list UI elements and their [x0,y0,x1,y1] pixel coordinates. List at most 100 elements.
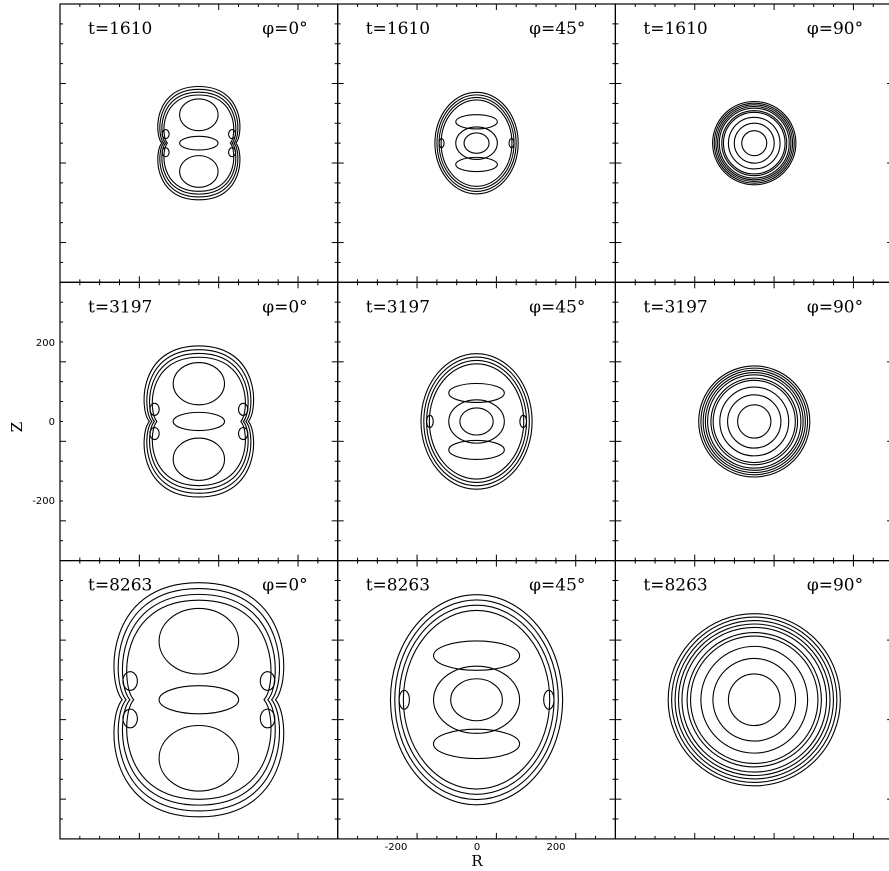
contour-line [163,94,235,192]
contour-line [508,138,515,149]
contour-line [543,689,555,710]
time-label: t=8263 [643,576,707,596]
contour-line [717,105,792,181]
phi-label: φ=90° [807,297,863,317]
contour-line [448,439,505,460]
contour-line [394,599,559,801]
contour-line [715,104,794,183]
contour-line [237,426,249,441]
contour-line [727,673,781,727]
contour-line [741,130,768,157]
contour-line [228,147,237,158]
contour-line [719,386,790,457]
contour-panel: t=1610 φ=45° [337,3,617,283]
panel-frame [337,3,617,283]
contour-line [718,107,790,179]
y-tick-label: -200 [32,496,55,507]
contour-line [161,129,170,140]
contour-panel: t=8263 φ=0° [59,559,339,840]
contour-line [698,365,811,478]
time-label: t=1610 [643,19,707,39]
phi-label: φ=90° [807,19,863,39]
contour-line [463,132,490,154]
contour-line [151,356,246,487]
contour-line [700,645,809,754]
contour-line [117,587,280,812]
contour-line [704,372,804,471]
contour-line [426,414,434,429]
contour-line [733,122,775,164]
panel-frame [614,3,889,283]
contour-line [420,353,533,490]
panel-frame [614,559,889,840]
contour-line [438,96,515,190]
contour-panel: t=8263 φ=90° [614,559,889,840]
contour-line [689,635,819,765]
contour-line [440,99,513,187]
contour-line [667,613,841,787]
contour-line [450,678,503,722]
y-tick-label: 0 [49,417,55,428]
time-label: t=3197 [366,297,430,317]
contour-line [713,102,795,184]
panel-frame [337,559,617,840]
contour-line [702,369,806,474]
contour-line [459,407,494,436]
contour-line [674,619,835,780]
contour-line [179,135,219,151]
time-label: t=8263 [366,576,430,596]
contour-line [259,708,276,729]
contour-panel: t=3197 φ=90° [614,281,889,562]
contour-line [710,377,799,466]
contour-line [712,657,797,742]
contour-line [149,402,160,416]
contour-line [159,88,239,198]
contour-line [126,599,272,800]
contour-line [398,689,410,710]
contour-line [149,426,160,441]
y-axis-label: Z [8,422,26,432]
contour-line [677,623,831,777]
contour-line [143,345,255,498]
contour-line [259,671,276,691]
phi-label: φ=0° [262,19,307,39]
contour-line [432,728,521,760]
contour-line [432,640,521,671]
contour-line [113,582,285,818]
contour-line [172,411,226,432]
contour-line [158,724,240,792]
outer-axes: -200 0 200 R 200 0 -200 Z [8,338,566,870]
contour-line [438,138,445,149]
panel-frame [59,281,339,562]
contour-panel: t=3197 φ=45° [337,281,617,562]
time-label: t=1610 [366,19,430,39]
contour-line [122,671,138,691]
y-tick-label: 200 [36,338,55,349]
panel-frame [614,281,889,562]
contour-line [707,374,802,469]
contour-line [455,156,498,173]
contour-line [519,414,528,429]
contour-line [428,363,525,480]
panel-frame [337,281,617,562]
contour-line [700,367,809,476]
phi-label: φ=45° [529,576,585,596]
contour-line [122,708,138,729]
contour-line [681,626,828,773]
x-axis-label: R [471,852,483,870]
contour-line [172,361,226,406]
contour-panel: t=1610 φ=90° [614,3,889,283]
contour-line [237,402,249,416]
contour-panel: t=8263 φ=45° [337,559,617,840]
panel-grid: t=1610 φ=0° t=1610 φ=45° t=1610 φ=90° t=3197 φ=… [59,3,889,840]
contour-line [402,609,551,790]
contour-line [122,593,276,806]
contour-panel: t=3197 φ=0° [59,281,339,562]
phi-label: φ=0° [262,576,307,596]
time-label: t=1610 [88,19,152,39]
contour-line [455,114,498,130]
time-label: t=3197 [88,297,152,317]
x-tick-label: -200 [385,842,408,853]
contour-line [448,382,505,404]
contour-line [727,116,781,170]
